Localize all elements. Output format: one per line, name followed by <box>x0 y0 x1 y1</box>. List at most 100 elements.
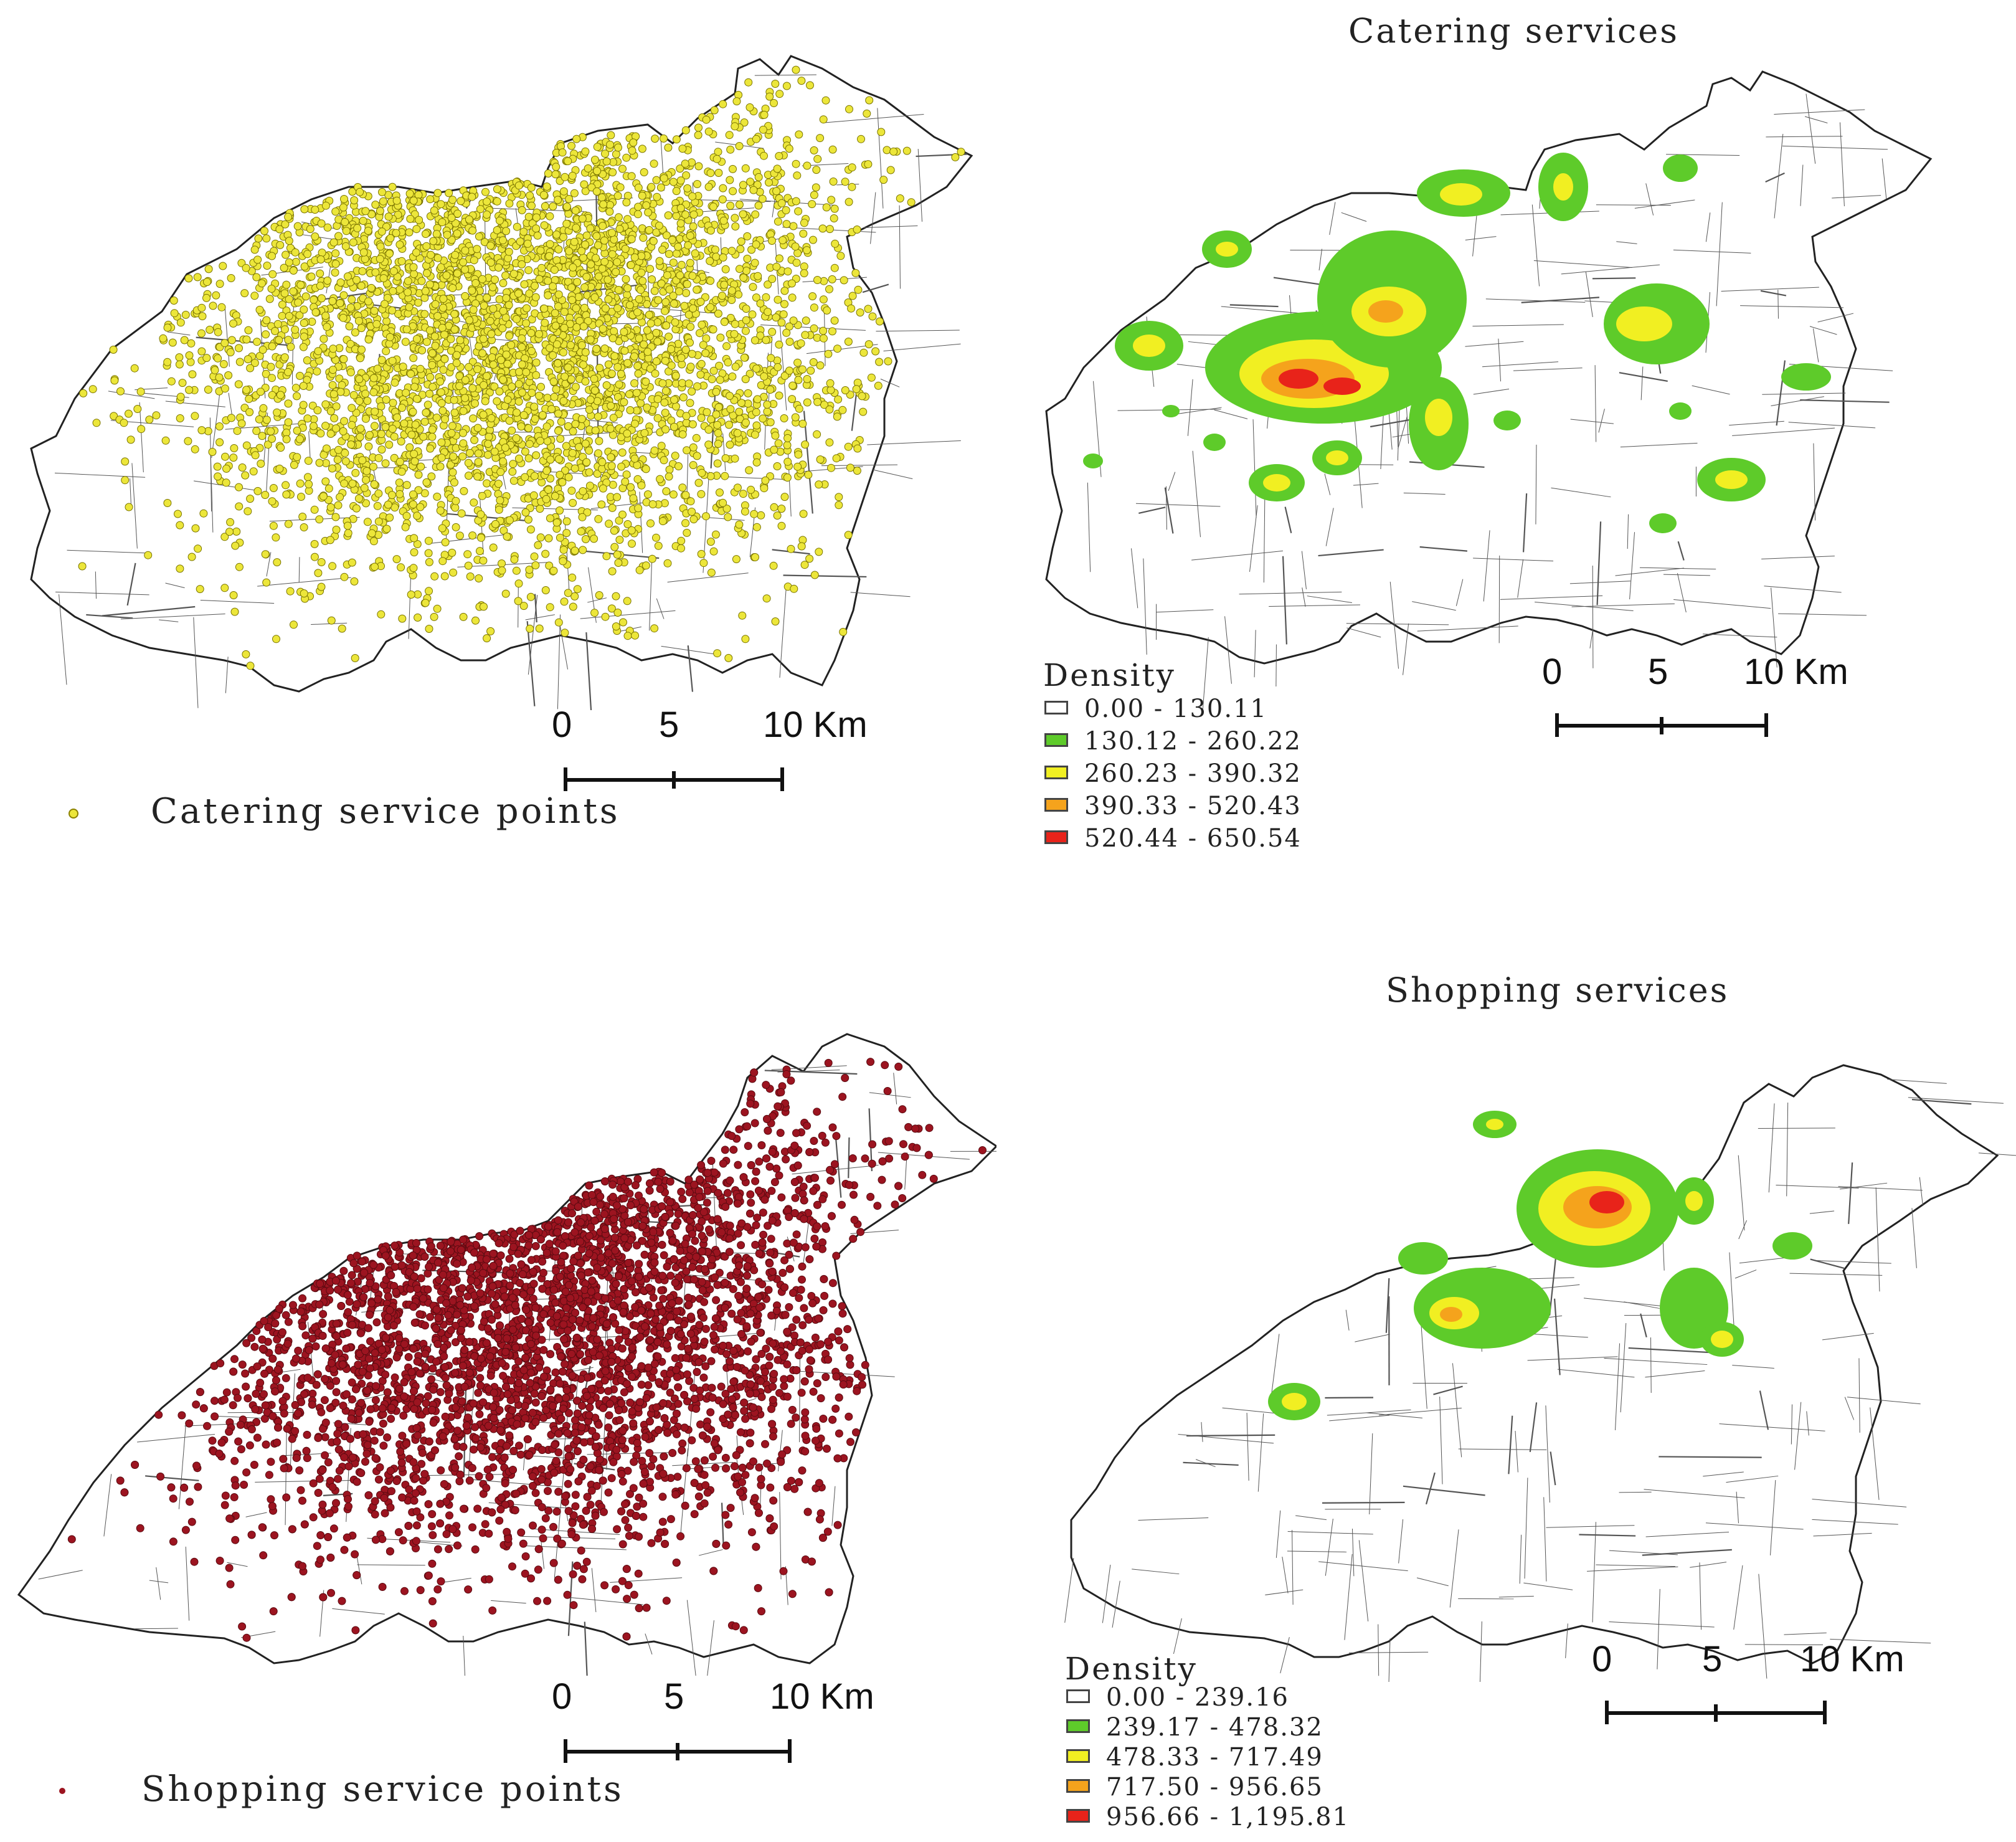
service-point <box>739 273 748 282</box>
service-point <box>546 212 554 221</box>
road-segment <box>1341 212 1367 222</box>
service-point <box>282 435 291 444</box>
service-point <box>564 363 572 372</box>
road-segment <box>245 1512 267 1517</box>
service-point <box>830 214 838 222</box>
service-point <box>702 512 710 521</box>
service-point <box>735 142 744 150</box>
road-segment <box>863 225 918 228</box>
service-point <box>215 373 224 382</box>
service-point <box>789 222 798 230</box>
service-point <box>715 361 724 370</box>
service-point <box>348 420 356 429</box>
service-point <box>319 492 328 501</box>
service-point <box>326 407 335 415</box>
service-point <box>222 478 230 487</box>
service-point <box>552 230 561 239</box>
legend-class-4: 390.33 - 520.43 <box>1043 792 1417 824</box>
service-point <box>826 379 835 387</box>
service-point <box>476 547 484 556</box>
road-segment <box>587 597 607 603</box>
service-point <box>365 430 374 439</box>
service-point <box>459 439 468 448</box>
service-point <box>532 451 541 460</box>
service-point <box>681 126 690 135</box>
service-point <box>848 183 856 191</box>
road-segment <box>1396 406 1399 447</box>
service-point <box>651 135 660 143</box>
service-point <box>296 479 305 488</box>
service-point <box>310 422 318 430</box>
service-point <box>676 219 685 228</box>
legend-range: 130.12 - 260.22 <box>1084 727 1302 756</box>
service-point <box>645 226 653 234</box>
service-point <box>780 287 789 295</box>
service-point <box>416 503 425 511</box>
service-point <box>650 287 659 295</box>
road-segment <box>883 343 961 352</box>
road-segment <box>1705 212 1711 242</box>
service-point <box>840 276 848 285</box>
service-point <box>275 464 284 473</box>
service-point <box>577 415 586 424</box>
service-point <box>508 382 516 391</box>
service-point <box>185 386 194 394</box>
service-point <box>362 475 370 484</box>
service-point <box>816 134 825 143</box>
service-point <box>332 424 340 433</box>
service-point <box>371 201 380 209</box>
service-point <box>471 279 480 287</box>
service-point <box>634 369 643 378</box>
service-point <box>225 528 234 536</box>
service-point <box>265 295 274 303</box>
service-point <box>508 426 516 435</box>
service-point <box>245 394 253 403</box>
service-point <box>471 616 480 625</box>
service-point <box>565 247 574 255</box>
service-point <box>528 389 536 397</box>
service-point <box>630 454 639 463</box>
service-point <box>754 272 762 280</box>
service-point <box>214 472 222 481</box>
road-segment <box>1766 136 1843 138</box>
service-point <box>835 493 843 501</box>
service-point <box>653 192 661 201</box>
service-point <box>422 338 431 346</box>
service-point <box>430 206 438 215</box>
service-point <box>521 473 529 482</box>
service-point <box>552 518 561 527</box>
service-point <box>186 358 195 366</box>
service-point <box>433 492 442 501</box>
service-point <box>388 491 396 500</box>
service-point <box>437 438 446 447</box>
service-point <box>319 335 328 343</box>
service-point <box>748 310 757 319</box>
service-point <box>703 408 711 417</box>
service-point <box>830 316 839 325</box>
legend-range: 0.00 - 130.11 <box>1084 695 1267 723</box>
service-point <box>626 406 635 414</box>
service-point <box>762 594 771 603</box>
service-point <box>868 312 877 321</box>
service-point <box>613 191 622 200</box>
service-point <box>819 115 828 124</box>
service-point <box>421 287 430 295</box>
service-point <box>483 293 491 302</box>
service-point <box>529 491 538 500</box>
service-point <box>731 214 739 222</box>
service-point <box>409 500 417 509</box>
service-point <box>739 181 747 189</box>
service-point <box>229 591 238 599</box>
service-point <box>722 342 731 351</box>
service-point <box>284 336 293 344</box>
service-point <box>518 260 526 268</box>
service-point <box>300 319 308 327</box>
service-point <box>775 152 783 160</box>
service-point <box>389 399 397 407</box>
service-point <box>706 303 715 311</box>
service-point <box>760 484 769 493</box>
road-segment <box>139 402 144 473</box>
service-point <box>514 380 523 388</box>
service-point <box>428 432 437 441</box>
service-point <box>637 268 646 277</box>
